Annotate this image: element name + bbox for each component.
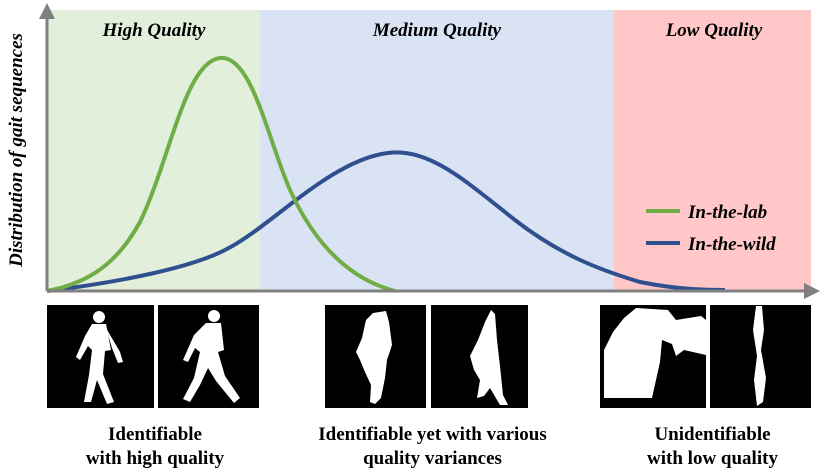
curve-in-the-wild [46, 150, 726, 293]
caption-medium-quality: Identifiable yet with various quality va… [275, 423, 590, 471]
caption-medium-line-1: Identifiable yet with various [318, 424, 547, 445]
caption-high-line-1: Identifiable [108, 424, 202, 445]
silhouette-walker-a [47, 305, 154, 408]
caption-high-line-2: with high quality [85, 448, 225, 469]
zone-title-low: Low Quality [665, 20, 763, 41]
caption-medium-line-2: quality variances [363, 448, 502, 469]
curve-in-the-lab [46, 55, 396, 293]
zone-medium-quality [260, 10, 614, 291]
silhouette-walker-b [158, 305, 259, 408]
silhouette-partial-a [325, 305, 426, 408]
zone-title-high: High Quality [102, 20, 206, 41]
y-axis-label: Distribution of gait sequences [6, 33, 27, 268]
silhouette-sliver [710, 305, 811, 408]
x-axis-arrowhead [804, 283, 820, 299]
silhouette-blob [600, 305, 706, 408]
silhouette-partial-b [431, 305, 528, 408]
caption-low-line-1: Unidentifiable [654, 424, 771, 445]
y-axis-arrowhead [39, 3, 55, 19]
legend-label-in-the-wild: In-the-wild [687, 234, 776, 255]
legend-label-in-the-lab: In-the-lab [687, 202, 767, 223]
legend: In-the-lab In-the-wild [646, 202, 776, 255]
caption-high-quality: Identifiable with high quality [40, 423, 270, 471]
caption-low-quality: Unidentifiable with low quality [605, 423, 820, 471]
caption-low-line-2: with low quality [647, 448, 778, 469]
zone-title-medium: Medium Quality [372, 20, 502, 41]
